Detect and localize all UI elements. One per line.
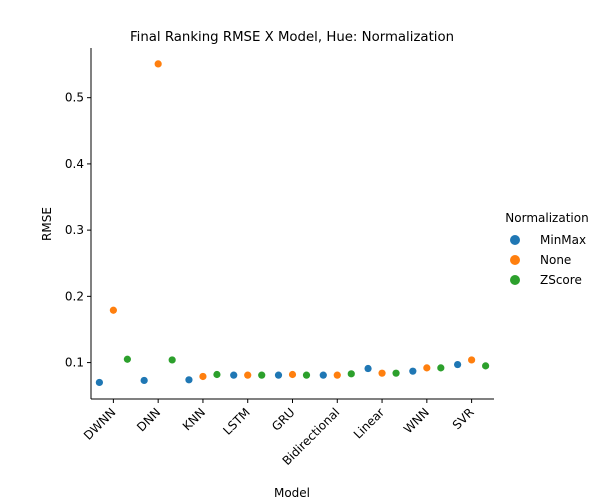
legend-label-zscore: ZScore [540,273,582,287]
data-point-zscore-knn [213,370,221,379]
x-tick-label: Linear [351,405,387,441]
data-point-minmax-bidirectional [319,371,327,379]
data-point-none-dwnn [109,306,117,314]
data-point-zscore-linear [392,369,400,377]
legend-label-minmax: MinMax [540,233,586,247]
y-axis: 0.1 0.2 0.3 0.4 0.5 [65,91,91,370]
y-tick-label: 0.1 [65,356,84,370]
y-axis-label: RMSE [40,207,54,241]
x-tick-label: WNN [401,405,432,436]
y-tick-label: 0.4 [65,157,84,171]
data-point-minmax-knn [185,376,193,384]
x-tick-label: DWNN [81,405,119,443]
data-point-none-linear [378,369,386,377]
y-tick-label: 0.3 [65,223,84,237]
data-point-none-lstm [244,371,252,379]
data-point-zscore-dwnn [123,355,131,363]
data-point-minmax-dwnn [95,378,103,387]
chart-title: Final Ranking RMSE X Model, Hue: Normali… [130,30,454,45]
x-tick-label: DNN [134,405,163,434]
x-axis-label: Model [274,486,310,500]
x-tick-label: GRU [269,405,298,434]
data-point-zscore-lstm [258,371,266,379]
legend-label-none: None [540,253,571,267]
data-point-minmax-svr [454,360,462,369]
legend-marker-none [510,255,520,265]
legend-title: Normalization [505,211,588,225]
legend: Normalization MinMax None ZScore [505,211,588,287]
x-tick-label: LSTM [220,405,253,438]
y-tick-label: 0.2 [65,289,84,303]
data-point-minmax-wnn [409,367,417,375]
data-point-zscore-dnn [168,356,176,364]
data-point-zscore-wnn [437,364,445,372]
data-point-minmax-gru [274,371,283,379]
data-point-none-dnn [154,60,162,68]
data-point-zscore-gru [302,371,311,379]
plot-area [95,60,490,387]
data-point-none-bidirectional [333,371,341,379]
data-point-zscore-bidirectional [347,370,355,378]
x-tick-label: KNN [180,405,208,433]
x-tick-label: SVR [450,405,477,432]
legend-marker-minmax [510,235,520,245]
data-point-minmax-lstm [230,371,238,379]
data-point-none-gru [288,370,297,379]
data-point-zscore-svr [482,362,490,370]
data-point-none-wnn [423,364,431,372]
data-point-none-svr [468,356,476,364]
data-point-none-knn [199,372,207,381]
data-point-minmax-linear [364,364,372,373]
legend-items: MinMax None ZScore [510,233,586,287]
y-tick-label: 0.5 [65,91,84,105]
legend-marker-zscore [510,275,520,285]
data-point-minmax-dnn [140,376,148,385]
